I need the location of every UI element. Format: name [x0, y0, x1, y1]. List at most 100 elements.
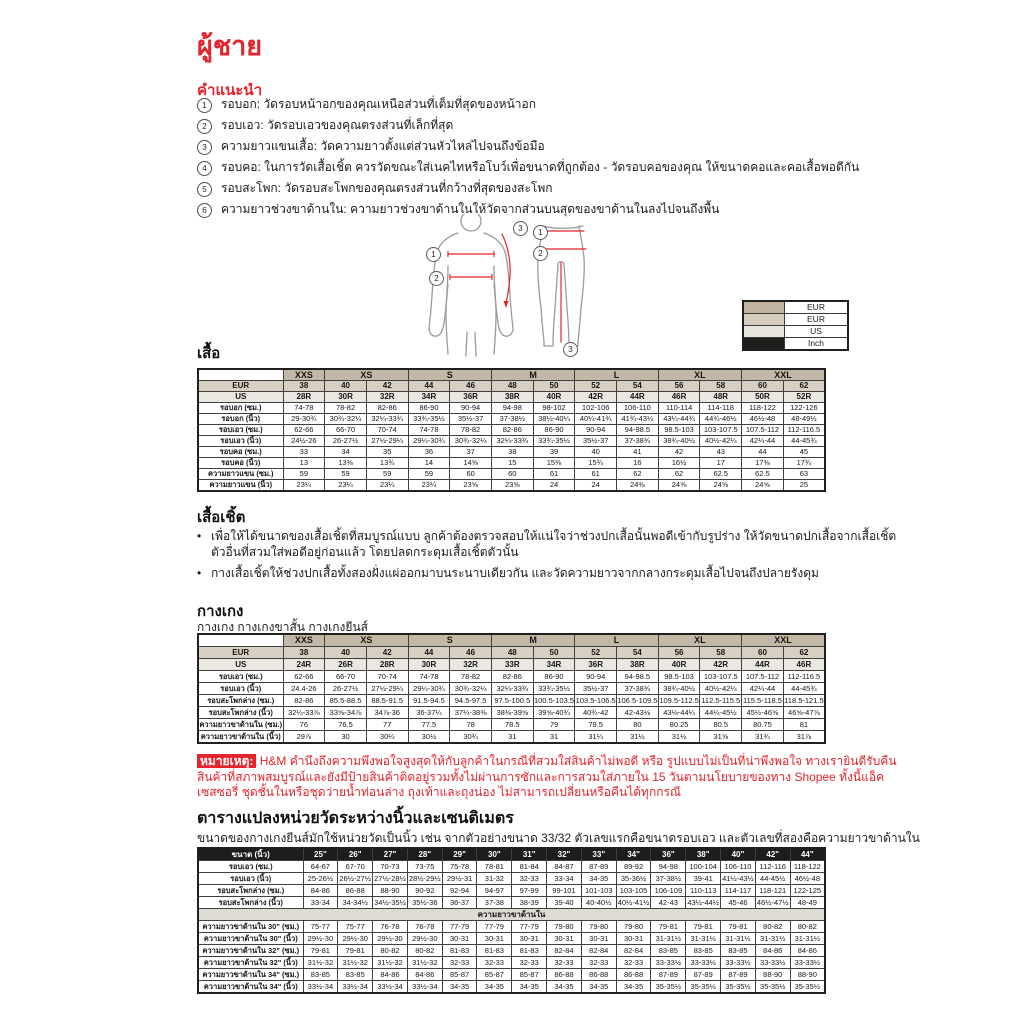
us-size-cell: 26R: [324, 658, 367, 671]
measurement-value-cell: 118-122: [741, 402, 784, 414]
diagram-torso-right: [493, 265, 497, 355]
measurement-value-cell: 38⅜-39⅝: [490, 706, 534, 719]
inseam-value-cell: 84-86: [789, 944, 826, 957]
measurement-value-cell: 33⅝-34⅞: [324, 706, 367, 719]
measurement-value-cell: 30: [324, 730, 367, 744]
shirt-section-heading: เสื้อ: [197, 345, 221, 362]
measurement-value-cell: 44: [741, 446, 784, 458]
measurement-value-cell: 82-86: [365, 402, 409, 414]
inseam-value-cell: 31-31½: [720, 932, 756, 945]
measurement-value-cell: 106.5-109.5: [616, 694, 659, 707]
measurement-value-cell: 78-82: [449, 424, 492, 436]
measurement-row: ความยาวแขน (นิ้ว) 23¼ 23¼ 23¼ 23¼ 23⅝ 23⅝ 24 24 2…: [197, 479, 826, 492]
measurement-value-cell: 13¾: [365, 457, 409, 469]
jeans-size-header: 32": [546, 847, 582, 861]
legend-color-swatch: [742, 325, 785, 338]
measurement-value-cell: 42-43⅛: [616, 706, 659, 719]
diagram-marker-waist: 2: [429, 271, 444, 286]
us-size-cell: 36R: [449, 391, 492, 403]
inseam-value-cell: 30-31: [580, 932, 617, 945]
size-group-header: S: [407, 368, 492, 381]
size-group-header: XL: [657, 368, 743, 381]
measurement-value-cell: 31½: [657, 730, 701, 744]
measurement-value-cell: 37-38¾: [616, 435, 659, 447]
measurement-value-cell: 33-34: [546, 872, 582, 885]
us-size-cell: 44R: [616, 391, 659, 403]
inseam-value-cell: 31-31½: [754, 932, 791, 945]
legend-row: EUR: [742, 313, 849, 326]
jeans-size-header: 36": [650, 847, 687, 861]
instruction-number-icon: 3: [197, 140, 212, 155]
eur-size-cell: 54: [616, 646, 659, 659]
measurement-value-cell: 103-107.5: [699, 670, 743, 683]
dress-shirt-bullets: • เพื่อให้ได้ขนาดของเสื้อเชิ้ตที่สมบูรณ์…: [197, 528, 902, 586]
measurement-value-cell: 97-99: [511, 884, 548, 897]
measurement-row-label: ความยาวขาด้านใน (ซม.): [197, 718, 284, 731]
measurement-value-cell: 67-70: [337, 860, 374, 873]
inseam-value-cell: 86-88: [615, 968, 652, 981]
inseam-value-cell: 33-33½: [754, 956, 791, 969]
measurement-value-cell: 118-121: [754, 884, 791, 897]
eur-size-cell: 58: [699, 380, 743, 392]
inseam-value-cell: 31-31½: [685, 932, 722, 945]
measurement-value-cell: 112.5-115.5: [699, 694, 743, 707]
measurement-value-cell: 33¾-35½: [407, 413, 451, 425]
inseam-value-cell: 35-35½: [789, 980, 826, 994]
inseam-value-cell: 80-82: [406, 944, 443, 957]
inseam-value-cell: 31½-32: [337, 956, 374, 969]
us-size-cell: 44R: [741, 658, 784, 671]
measurement-value-cell: 29½-31: [441, 872, 478, 885]
instruction-number-icon: 1: [197, 98, 212, 113]
inseam-value-cell: 81-83: [476, 944, 513, 957]
inseam-value-cell: 79-80: [546, 920, 582, 933]
measurement-value-cell: 31¼: [574, 730, 618, 744]
legend-label: EUR: [784, 300, 849, 314]
corner-cell: [197, 368, 284, 381]
measurement-value-cell: 38-39: [511, 896, 548, 909]
measurement-value-cell: 86-90: [407, 402, 451, 414]
measurement-value-cell: 13: [282, 457, 326, 469]
instruction-text: รอบเอว: วัดรอบเอวของคุณตรงส่วนที่เล็กที่…: [221, 118, 454, 132]
inseam-value-cell: 76-78: [372, 920, 408, 933]
measurement-value-cell: 30¾: [449, 730, 492, 744]
measurement-row: รอบเอว (ซม.) 62-66 66-70 70-74 74-78 78-82 82-…: [197, 670, 826, 683]
inseam-value-cell: 83-85: [302, 968, 339, 981]
measurement-value-cell: 102-106: [574, 402, 618, 414]
instruction-number-icon: 5: [197, 182, 212, 197]
measurement-value-cell: 30¾-32¼: [449, 435, 492, 447]
measurement-value-cell: 29-30¾: [282, 413, 326, 425]
measurement-value-cell: 37-38½: [490, 413, 534, 425]
measurement-value-cell: 40½-41½: [615, 896, 652, 909]
inseam-value-cell: 80-82: [789, 920, 826, 933]
measurement-value-cell: 90-92: [406, 884, 443, 897]
measurement-value-cell: 24⅜: [616, 479, 659, 492]
measurement-value-cell: 114-117: [720, 884, 756, 897]
inseam-value-cell: 85-87: [511, 968, 548, 981]
measurement-value-cell: 37¼-38⅜: [449, 706, 492, 719]
measurement-value-cell: 94-98.5: [616, 424, 659, 436]
measurement-value-cell: 30¼: [365, 730, 409, 744]
measurement-value-cell: 34-35: [580, 872, 617, 885]
measurement-value-cell: 45-46: [720, 896, 756, 909]
measurement-value-cell: 77.5: [407, 718, 451, 731]
measurement-value-cell: 98.5-103: [657, 424, 701, 436]
measurement-value-cell: 100-104: [685, 860, 722, 873]
measurement-value-cell: 80.75: [741, 718, 784, 731]
bullet-text: กางเสื้อเชิ้ตให้ช่วงปกเสื้อทั้งสองฝั่งแผ…: [211, 566, 819, 580]
measurement-value-cell: 30¾-32¼: [324, 413, 367, 425]
diagram-torso-left: [445, 265, 449, 355]
inseam-value-cell: 85-87: [476, 968, 513, 981]
pants-section-heading: กางเกง: [197, 603, 244, 620]
size-group-header: XL: [657, 633, 743, 647]
measurement-value-cell: 64-67: [302, 860, 339, 873]
measurement-value-cell: 63: [782, 468, 826, 480]
instruction-text: รอบคอ: ในการวัดเสื้อเชิ้ต ควรวัดขณะใส่เน…: [221, 160, 860, 174]
measurement-value-cell: 59: [365, 468, 409, 480]
inseam-value-cell: 33-33½: [685, 956, 722, 969]
measurement-value-cell: 79.5: [574, 718, 618, 731]
measurement-value-cell: 78: [449, 718, 492, 731]
size-group-header: S: [407, 633, 492, 647]
legend-color-swatch: [742, 300, 785, 314]
measurement-value-cell: 60: [449, 468, 492, 480]
inseam-value-cell: 35-35½: [754, 980, 791, 994]
